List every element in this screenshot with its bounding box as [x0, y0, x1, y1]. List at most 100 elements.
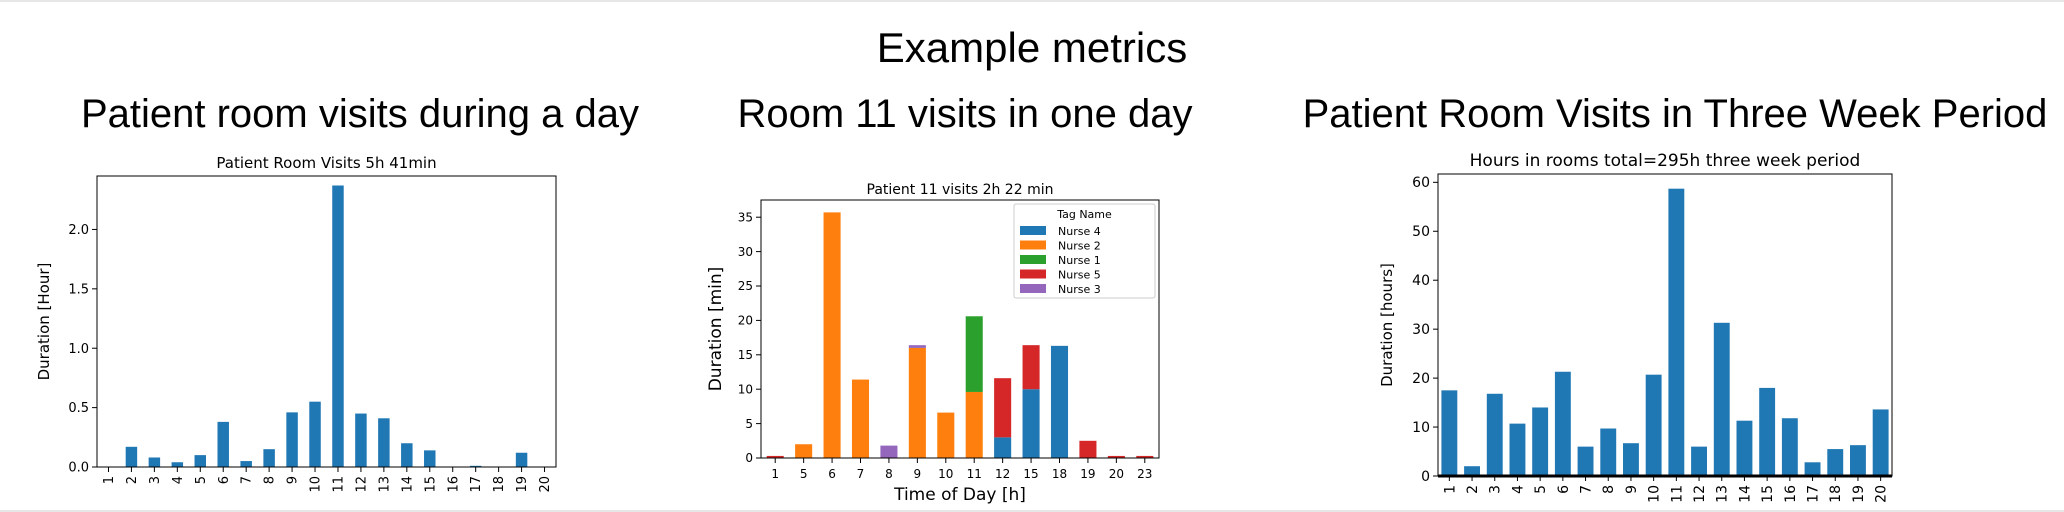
- bar-room-13: [378, 418, 390, 467]
- x-tick-label: 1: [102, 476, 117, 484]
- bar-nurse-5-19: [1079, 440, 1097, 458]
- x-tick-label: 1: [1442, 485, 1458, 494]
- bar-room-5: [1532, 407, 1549, 476]
- y-axis-label: Duration [hours]: [1378, 263, 1396, 387]
- bar-nurse-1-11: [965, 316, 983, 392]
- bar-room-6: [217, 421, 229, 467]
- x-tick-label: 3: [1488, 485, 1504, 494]
- x-tick-label: 3: [148, 476, 163, 484]
- x-tick-label: 12: [995, 467, 1010, 481]
- y-tick-label: 30: [1412, 322, 1430, 338]
- legend-box: [1013, 203, 1156, 299]
- x-tick-label: 17: [1805, 485, 1821, 503]
- x-tick-label: 4: [171, 476, 186, 484]
- bar-nurse-2-11: [965, 391, 983, 458]
- chart-title: Patient Room Visits 5h 41min: [216, 154, 436, 172]
- bar-room-19: [1850, 445, 1866, 476]
- bar-nurse-4-18: [1050, 345, 1069, 458]
- x-tick-label: 10: [309, 476, 324, 493]
- bar-room-17: [1804, 462, 1821, 476]
- bar-room-18: [1827, 449, 1844, 476]
- x-tick-label: 9: [914, 467, 922, 481]
- page-title: Example metrics: [876, 24, 1188, 71]
- chart-title: Hours in rooms total=295h three week per…: [1470, 151, 1861, 171]
- x-tick-label: 11: [967, 467, 982, 481]
- x-tick-label: 5: [194, 476, 209, 484]
- bar-room-20: [1872, 409, 1889, 476]
- x-tick-label: 9: [286, 476, 301, 484]
- bar-nurse-5-1: [766, 455, 784, 458]
- x-tick-label: 8: [263, 476, 278, 484]
- bar-room-12: [1691, 446, 1707, 476]
- x-tick-label: 6: [1556, 485, 1572, 494]
- y-tick-label: 0.0: [68, 461, 89, 476]
- bar-nurse-5-20: [1107, 455, 1125, 458]
- bar-room-9: [286, 412, 298, 467]
- x-tick-label: 17: [469, 476, 484, 493]
- x-axis-label: Room: [305, 507, 348, 512]
- x-tick-label: 13: [377, 476, 392, 493]
- bar-room-7: [240, 461, 252, 467]
- legend-swatch-nurse-2: [1020, 240, 1046, 250]
- x-tick-label: 6: [828, 467, 836, 481]
- x-tick-label: 2: [125, 476, 140, 484]
- bar-nurse-2-10: [937, 412, 955, 458]
- legend-swatch-nurse-4: [1020, 226, 1046, 235]
- legend-label: Nurse 5: [1058, 269, 1101, 282]
- y-axis-label: Duration [Hour]: [35, 263, 53, 381]
- bar-nurse-2-6: [823, 212, 841, 458]
- bar-nurse-4-15: [1022, 389, 1040, 458]
- bar-room-5: [194, 455, 207, 467]
- y-tick-label: 0: [745, 451, 753, 465]
- x-tick-label: 8: [1601, 485, 1617, 494]
- y-tick-label: 50: [1412, 224, 1430, 240]
- y-tick-label: 35: [738, 210, 753, 224]
- y-tick-label: 15: [738, 348, 753, 362]
- bar-room-12: [355, 413, 367, 467]
- chart-room-visits-day: 0.00.51.01.52.01 2 3 4 5 6 7 8 9 10 11 12 13 14 15 16 17…: [35, 154, 557, 512]
- y-tick-label: 10: [1412, 420, 1430, 436]
- x-axis-label: Time of Day [h]: [893, 485, 1026, 505]
- x-tick-label: 20: [1874, 485, 1890, 503]
- x-tick-label: 7: [240, 476, 255, 484]
- bar-nurse-5-12: [994, 378, 1012, 438]
- bar-room-3: [1486, 393, 1503, 476]
- x-tick-label: 10: [938, 467, 953, 481]
- legend-swatch-nurse-3: [1020, 284, 1046, 293]
- y-tick-label: 25: [738, 279, 753, 293]
- bottom-border: [0, 510, 2064, 512]
- legend-label: Nurse 4: [1058, 225, 1101, 238]
- bar-room-15: [1759, 387, 1776, 476]
- bar-room-11: [332, 185, 344, 467]
- x-tick-label: 5: [1533, 485, 1549, 494]
- panel-title-daily-visits: Patient room visits during a day: [80, 92, 640, 136]
- bar-nurse-3-8: [880, 445, 898, 458]
- x-tick-label: 7: [857, 467, 865, 481]
- bar-room-2: [125, 446, 138, 467]
- panel-title-three-week: Patient Room Visits in Three Week Period: [1302, 92, 2048, 136]
- bar-nurse-2-5: [795, 444, 813, 458]
- bar-room-11: [1668, 188, 1685, 476]
- x-tick-label: 8: [885, 467, 893, 481]
- legend-label: Nurse 3: [1058, 283, 1101, 296]
- x-tick-label: 18: [492, 476, 507, 493]
- bar-room-19: [515, 452, 528, 467]
- y-tick-label: 60: [1412, 175, 1430, 191]
- y-tick-label: 5: [745, 417, 753, 431]
- legend-label: Nurse 1: [1058, 254, 1101, 267]
- x-tick-label: 12: [1692, 485, 1708, 503]
- bar-room-6: [1554, 371, 1571, 476]
- bar-nurse-5-15: [1022, 345, 1040, 390]
- bar-nurse-5-23: [1136, 455, 1154, 458]
- bar-room-9: [1623, 443, 1639, 476]
- bar-room-10: [309, 401, 321, 467]
- x-tick-label: 15: [423, 476, 438, 493]
- x-tick-label: 16: [446, 476, 461, 493]
- x-tick-label: 15: [1760, 485, 1776, 503]
- x-tick-label: 13: [1715, 485, 1731, 503]
- x-tick-label: 12: [354, 476, 369, 493]
- x-tick-label: 5: [800, 467, 808, 481]
- legend-swatch-nurse-1: [1020, 255, 1046, 264]
- x-tick-label: 20: [1109, 467, 1124, 481]
